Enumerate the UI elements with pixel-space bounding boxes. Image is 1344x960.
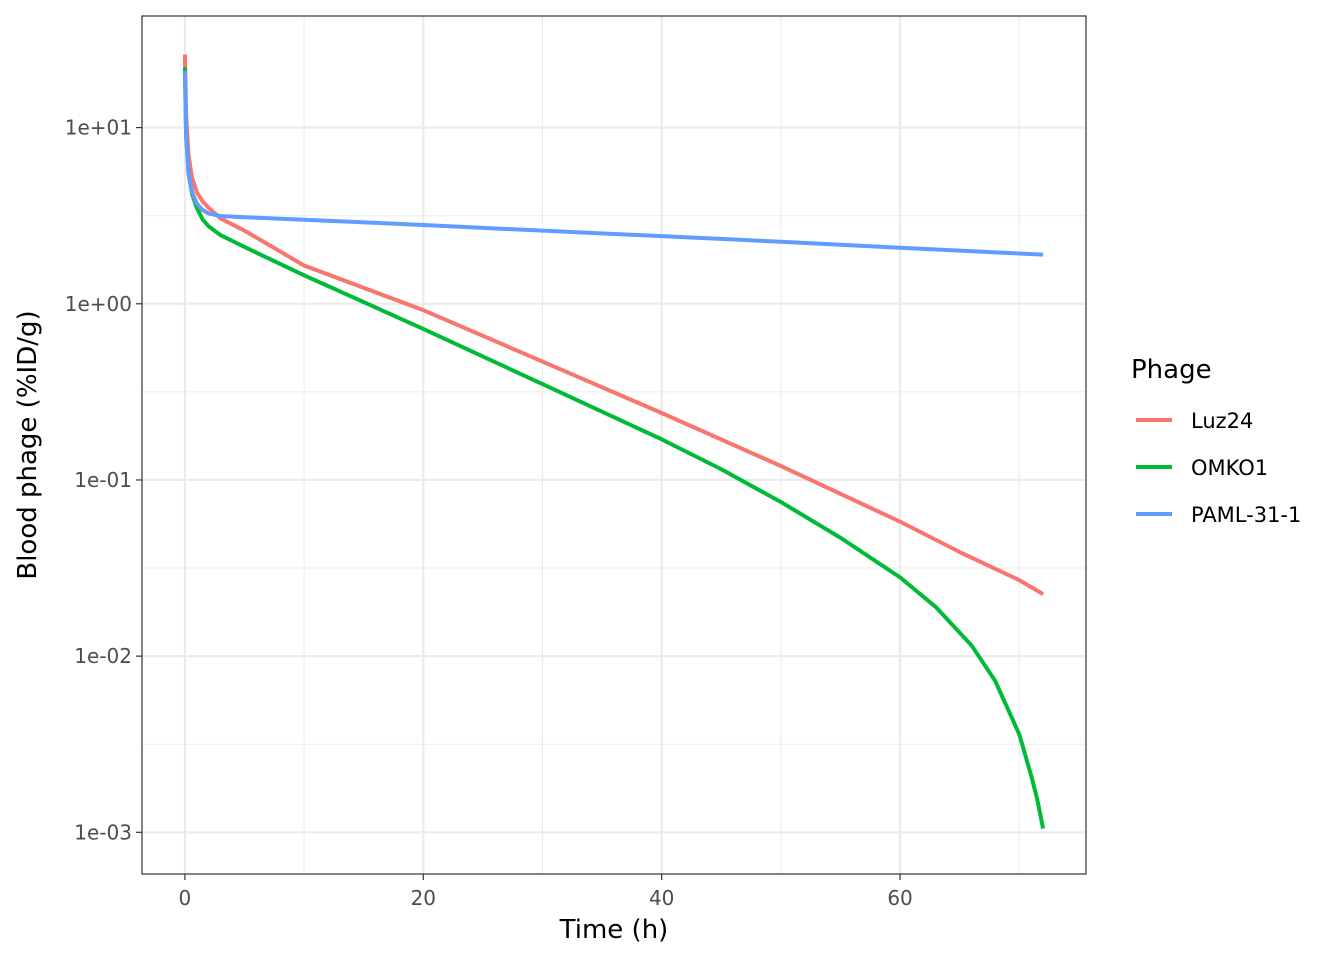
legend: Phage Luz24 OMKO1 PAML-31-1 [1131,355,1301,527]
x-tick-label: 0 [179,886,192,910]
y-tick-label: 1e+01 [65,116,132,140]
y-tick-label: 1e+00 [65,292,132,316]
y-tick-label: 1e-01 [74,468,132,492]
plot-background [142,16,1086,874]
legend-label-paml-31-1: PAML-31-1 [1191,503,1301,527]
plot-panel-border [141,15,1087,875]
series-line-luz24 [182,54,1045,596]
legend-label-omko1: OMKO1 [1191,456,1268,480]
x-tick-label: 60 [887,886,912,910]
legend-label-luz24: Luz24 [1191,409,1253,433]
x-axis-title: Time (h) [559,915,669,945]
x-tick-label: 40 [649,886,674,910]
y-axis-title: Blood phage (%ID/g) [13,310,43,579]
x-axis: 0 20 40 60 [179,874,913,910]
series-line-paml-31-1 [182,70,1044,257]
y-tick-label: 1e-02 [74,644,132,668]
series-lines [182,54,1046,829]
x-tick-label: 20 [411,886,436,910]
major-grid [142,16,1086,874]
y-axis: 1e-03 1e-02 1e-01 1e+00 1e+01 [65,116,142,844]
legend-title: Phage [1131,355,1212,385]
y-tick-label: 1e-03 [74,820,132,844]
